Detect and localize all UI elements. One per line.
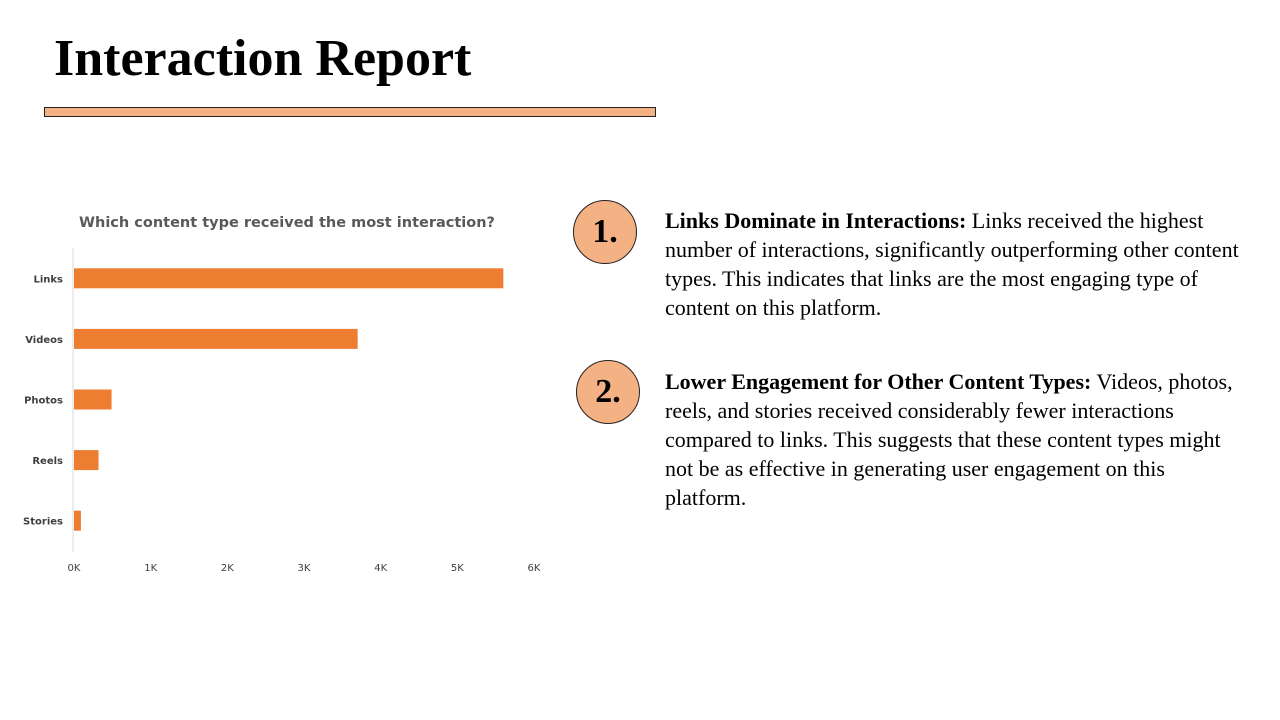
x-tick-label: 1K	[144, 563, 157, 574]
point-1-body: Links received the highest number of int…	[665, 208, 1239, 320]
bar-links	[74, 268, 504, 289]
x-tick-label: 4K	[374, 563, 387, 574]
x-tick-label: 3K	[298, 563, 311, 574]
category-label-stories: Stories	[23, 517, 63, 528]
point-2-number: 2.	[595, 373, 621, 410]
bar-stories	[74, 510, 81, 531]
interaction-bar-chart: Which content type received the most int…	[23, 215, 541, 574]
bar-videos	[74, 328, 358, 349]
category-label-photos: Photos	[24, 396, 63, 407]
point-2-number-badge: 2.	[576, 360, 640, 424]
category-label-links: Links	[33, 274, 63, 285]
x-tick-label: 2K	[221, 563, 234, 574]
point-1-heading: Links Dominate in Interactions:	[665, 208, 967, 233]
bar-reels	[74, 450, 99, 471]
x-tick-label: 6K	[528, 563, 541, 574]
title-divider	[44, 107, 656, 117]
bar-photos	[74, 389, 112, 410]
point-2-body: Videos, photos, reels, and stories recei…	[665, 369, 1233, 510]
x-tick-label: 5K	[451, 563, 464, 574]
page-title: Interaction Report	[54, 30, 472, 87]
point-2-heading: Lower Engagement for Other Content Types…	[665, 369, 1092, 394]
x-tick-label: 0K	[68, 563, 81, 574]
category-label-videos: Videos	[25, 335, 63, 346]
category-label-reels: Reels	[32, 456, 63, 467]
point-1-number-badge: 1.	[573, 200, 637, 264]
point-1-number: 1.	[592, 213, 618, 250]
point-2-text: Lower Engagement for Other Content Types…	[665, 367, 1245, 512]
chart-title: Which content type received the most int…	[79, 215, 495, 231]
point-1-text: Links Dominate in Interactions: Links re…	[665, 206, 1245, 322]
